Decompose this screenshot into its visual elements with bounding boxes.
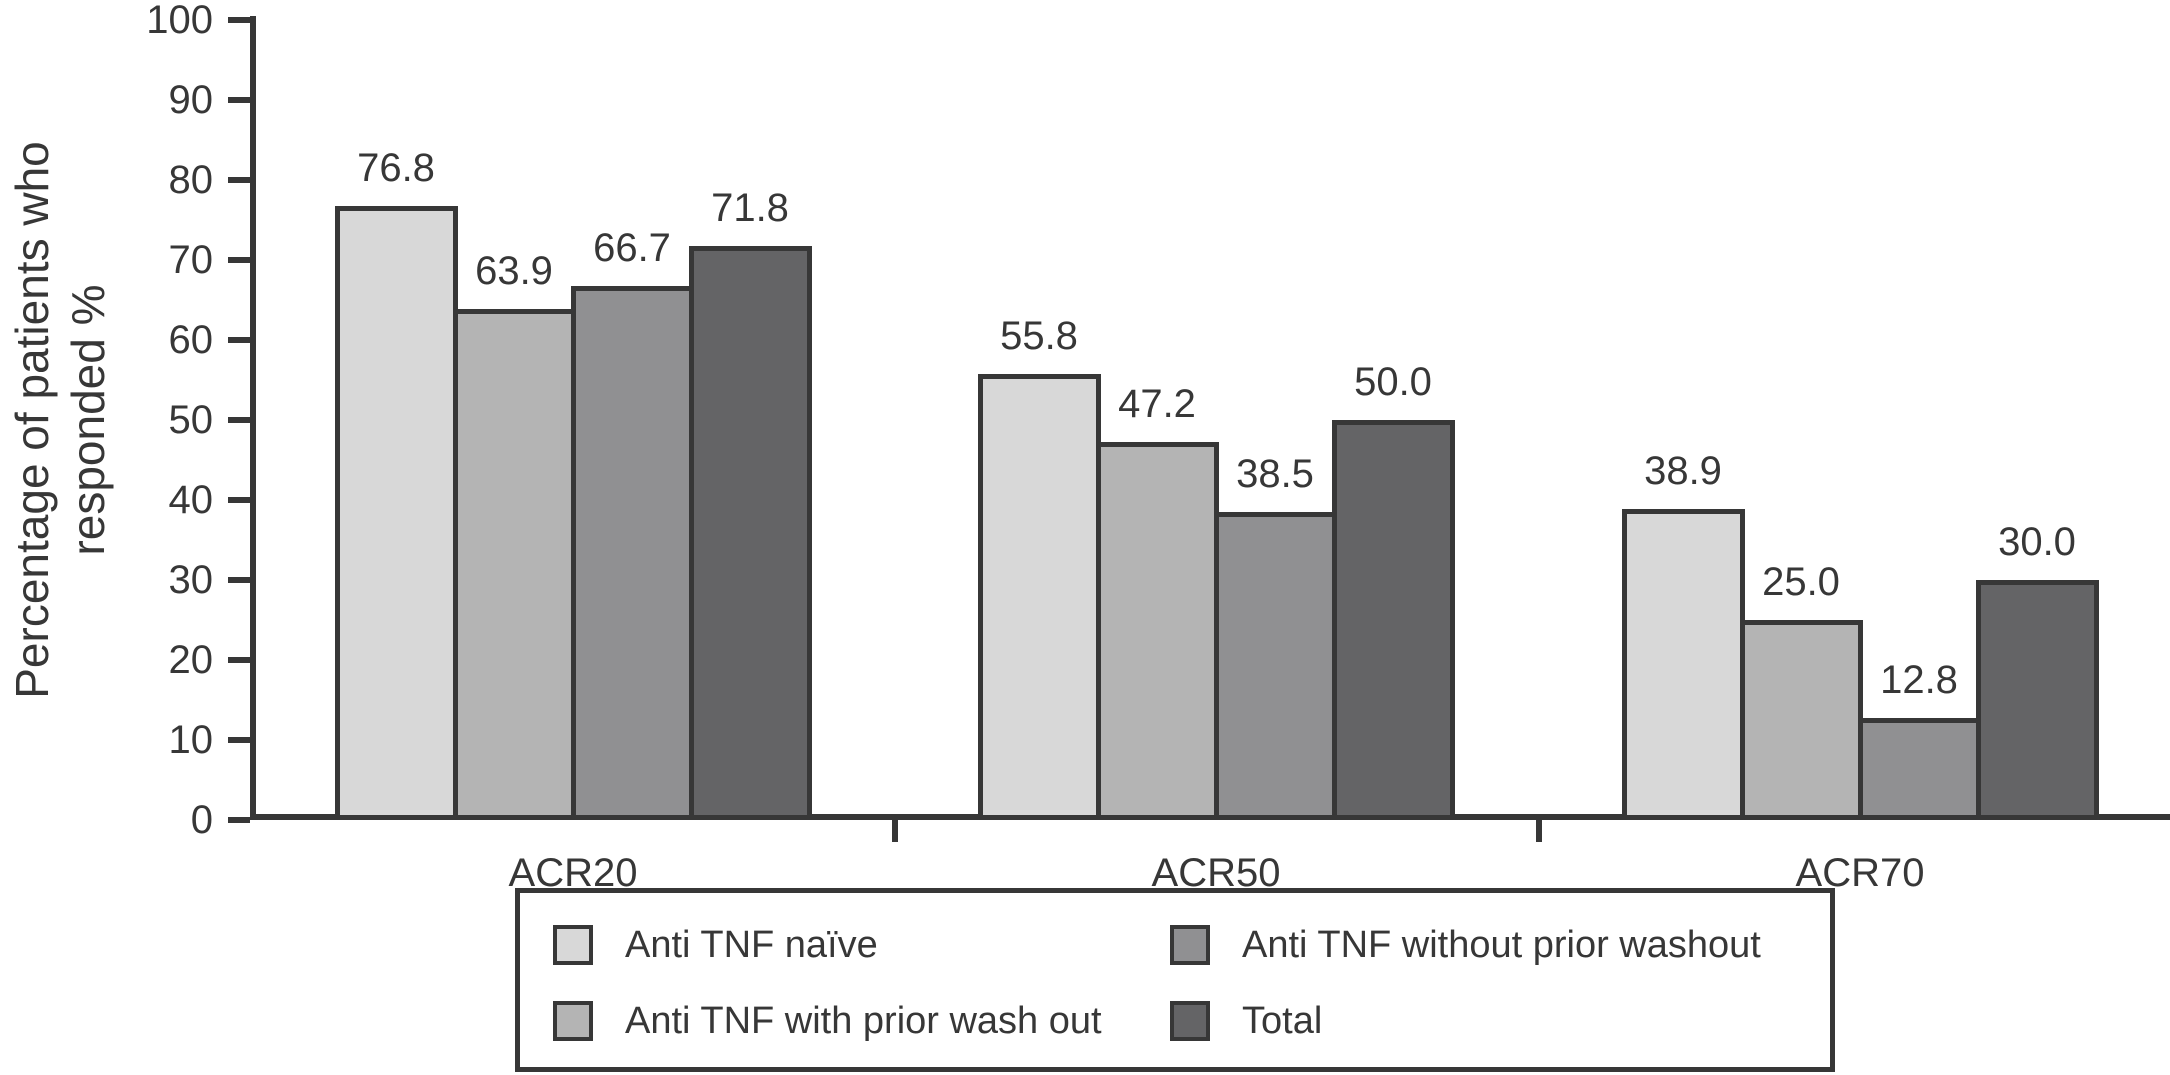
plot-area: 0 10 20 30 40 50 60 70 80 90 100 76.8 63.9 66.7 71.8 AC… <box>146 0 2170 895</box>
y-tick-label-30: 30 <box>168 558 214 602</box>
category-label-acr50: ACR50 <box>1151 851 1281 895</box>
y-tick-100 <box>228 17 250 23</box>
y-tick-label-50: 50 <box>168 398 214 442</box>
y-tick-90 <box>228 97 250 103</box>
legend-label-total: Total <box>1242 999 1323 1042</box>
y-tick-label-100: 100 <box>146 0 213 42</box>
legend-label-anti-tnf-without-prior-washout: Anti TNF without prior washout <box>1242 923 1761 966</box>
x-tick-separator-2 <box>1535 820 1542 842</box>
legend-label-anti-tnf-with-prior-wash-out: Anti TNF with prior wash out <box>625 999 1102 1042</box>
y-tick-label-90: 90 <box>168 78 214 122</box>
y-tick-label-60: 60 <box>168 318 214 362</box>
value-label-acr20-anti-tnf-with-prior-wash-out: 63.9 <box>475 248 553 293</box>
legend-item-total: Total <box>1170 1000 1830 1043</box>
bar-acr50-total <box>1332 420 1455 820</box>
y-axis-line <box>250 16 256 820</box>
value-label-acr50-anti-tnf-without-prior-washout: 38.5 <box>1236 452 1314 496</box>
bar-acr50-anti-tnf-with-prior-wash-out <box>1096 442 1219 820</box>
value-label-acr20-total: 71.8 <box>711 185 789 230</box>
legend-item-anti-tnf-na-ve: Anti TNF naïve <box>553 924 1170 967</box>
value-label-acr70-anti-tnf-with-prior-wash-out: 25.0 <box>1762 560 1840 604</box>
value-label-acr20-anti-tnf-without-prior-washout: 66.7 <box>593 226 671 271</box>
category-label-acr70: ACR70 <box>1795 851 1925 895</box>
legend-swatch-anti-tnf-na-ve <box>553 925 593 965</box>
y-tick-40 <box>228 497 250 503</box>
y-tick-label-10: 10 <box>168 718 214 762</box>
value-label-acr50-total: 50.0 <box>1354 360 1432 404</box>
value-label-acr50-anti-tnf-with-prior-wash-out: 47.2 <box>1118 382 1196 427</box>
y-tick-10 <box>228 737 250 743</box>
bar-acr50-anti-tnf-na-ve <box>978 374 1101 820</box>
legend-swatch-anti-tnf-without-prior-washout <box>1170 925 1210 965</box>
value-label-acr70-anti-tnf-without-prior-washout: 12.8 <box>1880 657 1958 702</box>
value-label-acr70-total: 30.0 <box>1998 520 2076 564</box>
y-tick-label-40: 40 <box>168 478 214 522</box>
legend-item-anti-tnf-with-prior-wash-out: Anti TNF with prior wash out <box>553 1000 1170 1043</box>
bar-acr20-anti-tnf-with-prior-wash-out <box>453 309 576 820</box>
legend-swatch-anti-tnf-with-prior-wash-out <box>553 1001 593 1041</box>
legend-label-anti-tnf-na-ve: Anti TNF naïve <box>625 923 878 966</box>
y-tick-0 <box>228 817 250 823</box>
legend-item-anti-tnf-without-prior-washout: Anti TNF without prior washout <box>1170 924 1830 967</box>
y-tick-50 <box>228 417 250 423</box>
category-label-acr20: ACR20 <box>508 851 638 895</box>
y-tick-30 <box>228 577 250 583</box>
value-label-acr50-anti-tnf-na-ve: 55.8 <box>1000 313 1078 358</box>
y-tick-label-80: 80 <box>168 158 214 202</box>
legend: Anti TNF naïve Anti TNF without prior was… <box>515 888 1835 1072</box>
y-tick-80 <box>228 177 250 183</box>
y-tick-label-20: 20 <box>168 638 214 682</box>
bar-acr20-total <box>689 246 812 820</box>
y-tick-label-70: 70 <box>168 238 214 282</box>
bar-acr70-total <box>1976 580 2099 820</box>
value-label-acr20-anti-tnf-na-ve: 76.8 <box>357 145 435 190</box>
value-label-acr70-anti-tnf-na-ve: 38.9 <box>1644 448 1722 493</box>
x-tick-separator-1 <box>892 820 898 842</box>
bar-acr50-anti-tnf-without-prior-washout <box>1214 512 1337 820</box>
bar-acr70-anti-tnf-with-prior-wash-out <box>1740 620 1863 820</box>
legend-swatch-total <box>1170 1001 1210 1041</box>
bar-acr70-anti-tnf-na-ve <box>1622 509 1745 820</box>
bar-acr20-anti-tnf-without-prior-washout <box>571 286 694 820</box>
bar-acr70-anti-tnf-without-prior-washout <box>1858 718 1981 820</box>
y-tick-60 <box>228 337 250 343</box>
y-tick-label-0: 0 <box>190 798 213 842</box>
y-tick-70 <box>228 257 250 263</box>
y-tick-20 <box>228 657 250 663</box>
bar-acr20-anti-tnf-na-ve <box>335 206 458 820</box>
